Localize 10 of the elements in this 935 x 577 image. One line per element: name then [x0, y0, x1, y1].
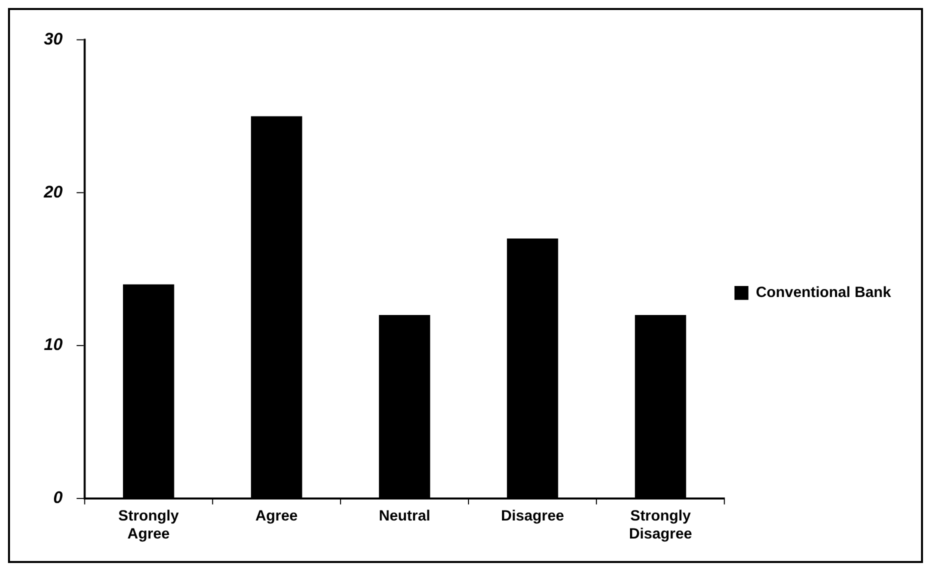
x-tick-label: Strongly Disagree: [628, 508, 692, 542]
legend-label: Conventional Bank: [756, 285, 892, 302]
y-tick-label: 20: [42, 182, 64, 202]
y-tick-label: 30: [44, 29, 64, 48]
y-tick-label: 0: [53, 488, 64, 508]
x-tick-label: Neutral: [378, 508, 430, 524]
y-tick-label: 10: [44, 335, 64, 354]
x-tick-label: Strongly Agree: [118, 508, 180, 542]
x-tick-label: Agree: [255, 508, 298, 524]
x-tick-label: Disagree: [500, 508, 564, 524]
